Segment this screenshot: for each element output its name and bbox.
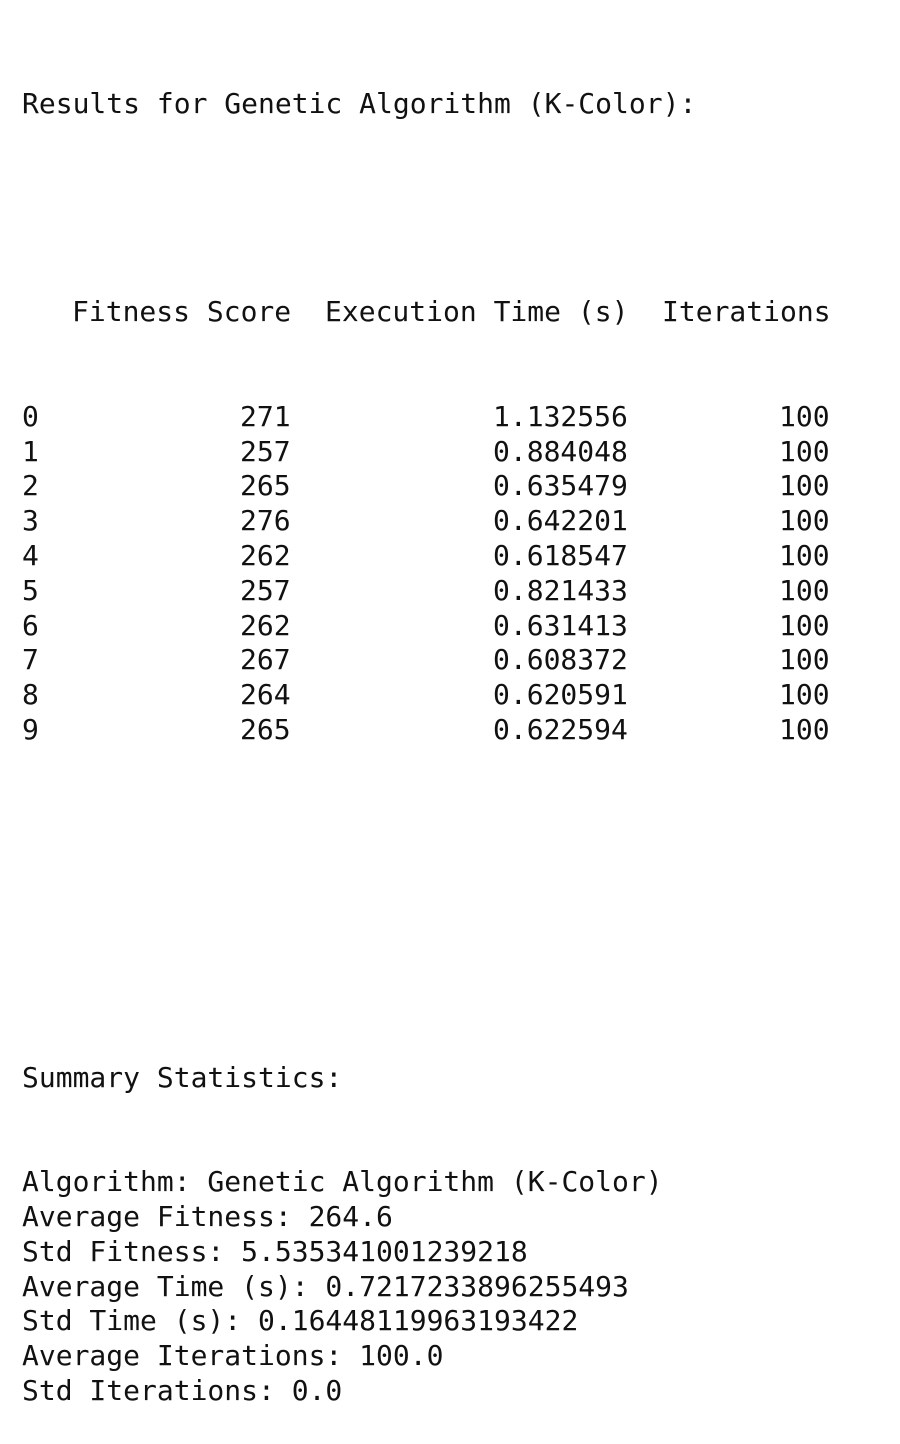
row-index: 1 [22,434,39,468]
console-output: Results for Genetic Algorithm (K-Color):… [22,17,831,1444]
results-table: Fitness Score Execution Time (s) Iterati… [22,226,831,818]
fitness-cell: 257 [240,434,291,468]
time-cell: 0.622594 [493,712,628,746]
iterations-cell: 100 [779,643,830,677]
table-row: 7 267 0.608372 100 [22,643,830,678]
summary-lines: Algorithm: Genetic Algorithm (K-Color) Av… [22,1165,696,1409]
summary-heading: Summary Statistics: [22,1060,343,1094]
table-row: 5 257 0.821433 100 [22,573,830,609]
time-cell: 0.631413 [493,608,628,642]
row-index: 8 [22,678,39,712]
table-row: 6 262 0.631413 100 [22,608,830,644]
iterations-cell: 100 [779,678,830,712]
table-row: 4 262 0.618547 100 [22,538,830,574]
summary-line: Std Time (s): 0.16448119963193422 [22,1304,579,1338]
table-row: 3 276 0.642201 100 [22,504,830,539]
table-header: Fitness Score Execution Time (s) Iterati… [22,295,831,330]
iterations-cell: 100 [779,504,830,538]
summary-line: Average Fitness: 264.6 [22,1200,393,1234]
time-cell: 1.132556 [493,399,628,433]
time-cell: 0.620591 [493,678,628,712]
time-cell: 0.618547 [493,538,628,572]
table-row: 8 264 0.620591 100 [22,678,830,713]
iterations-cell: 100 [779,434,830,468]
iterations-cell: 100 [779,712,830,746]
time-cell: 0.884048 [493,434,628,468]
time-cell: 0.642201 [493,504,628,538]
table-row: 2 265 0.635479 100 [22,469,830,504]
summary-line: Average Iterations: 100.0 [22,1339,444,1373]
blank-line [22,922,696,957]
fitness-cell: 262 [240,608,291,642]
fitness-cell: 264 [240,678,291,712]
row-index: 2 [22,469,39,503]
summary-line: Std Fitness: 5.535341001239218 [22,1234,528,1268]
iterations-cell: 100 [779,469,830,503]
fitness-cell: 262 [240,538,291,572]
column-header-fitness: Fitness Score [72,295,292,329]
time-cell: 0.821433 [493,573,628,607]
fitness-cell: 265 [240,712,291,746]
results-title: Results for Genetic Algorithm (K-Color): [22,86,697,120]
row-index: 0 [22,399,39,433]
iterations-cell: 100 [779,608,830,642]
row-index: 3 [22,504,39,538]
row-index: 6 [22,608,39,642]
summary-line: Average Time (s): 0.7217233896255493 [22,1269,629,1303]
iterations-cell: 100 [779,399,830,433]
time-cell: 0.608372 [493,643,628,677]
fitness-cell: 271 [240,399,291,433]
table-row: 0 271 1.132556 100 [22,399,830,435]
table-row: 1 257 0.884048 100 [22,434,830,470]
fitness-cell: 265 [240,469,291,503]
column-header-iterations: Iterations [662,295,831,329]
fitness-cell: 267 [240,643,291,677]
summary-line: Std Iterations: 0.0 [22,1374,343,1408]
column-header-time: Execution Time (s) [325,295,629,329]
summary-line: Algorithm: Genetic Algorithm (K-Color) [22,1165,663,1199]
row-index: 5 [22,573,39,607]
time-cell: 0.635479 [493,469,628,503]
table-row: 9 265 0.622594 100 [22,712,830,748]
row-index: 4 [22,538,39,572]
table-body: 0 271 1.132556 100 1 257 0.884048 100 2 265 0.6354… [22,399,830,748]
row-index: 9 [22,712,39,746]
row-index: 7 [22,643,39,677]
fitness-cell: 276 [240,504,291,538]
iterations-cell: 100 [779,538,830,572]
iterations-cell: 100 [779,573,830,607]
fitness-cell: 257 [240,573,291,607]
